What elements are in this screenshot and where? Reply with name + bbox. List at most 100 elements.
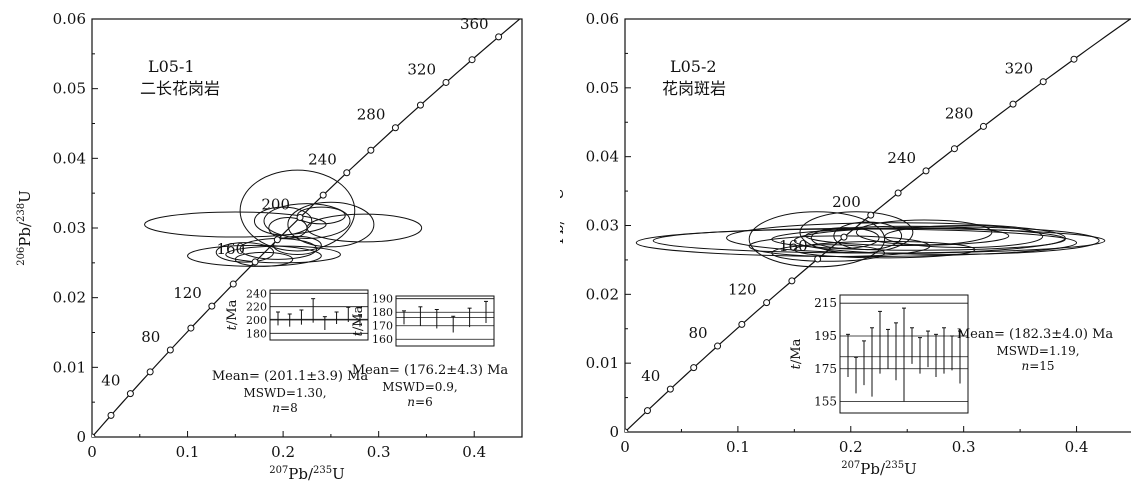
inset-y-label: t/Ma (789, 338, 804, 369)
error-ellipse (273, 235, 322, 255)
concordia-age-label: 280 (945, 104, 974, 122)
y-tick-label: 0.03 (586, 217, 619, 235)
concordia-age-label: 120 (728, 281, 757, 299)
inset-caption-mswd: MSWD=1.30, (243, 386, 326, 400)
concordia-node (126, 390, 134, 398)
concordia-node (690, 364, 698, 372)
rock-type: 二长花岗岩 (140, 79, 220, 98)
concordia-node (666, 385, 674, 393)
error-ellipse (726, 222, 1066, 254)
y-tick-label: 0.04 (586, 148, 619, 166)
error-ellipse (799, 211, 914, 254)
error-ellipse (263, 203, 351, 239)
y-tick-label: 0.05 (53, 80, 86, 98)
inset-tick-label: 155 (814, 395, 837, 409)
concordia-node (391, 124, 399, 132)
concordia-age-label: 240 (308, 151, 337, 169)
error-ellipse (225, 245, 341, 264)
concordia-chart-l05-1: 0 0.1 0.2 0.3 0.4 0 0.01 0.02 0.03 0.04 0.05 0.06 20… (16, 10, 523, 483)
error-ellipse (810, 227, 880, 249)
plot-area (625, 19, 1131, 432)
x-tick-label: 0.4 (462, 443, 486, 461)
inset-caption-mean: Mean= (201.1±3.9) Ma (212, 369, 369, 384)
y-tick-label: 0.02 (53, 289, 86, 307)
y-axis-label: 206Pb/238U (560, 188, 567, 264)
concordia-node (367, 146, 375, 154)
concordia-age-label: 240 (887, 149, 916, 167)
x-tick-label: 0.3 (952, 438, 976, 456)
concordia-node (763, 299, 771, 307)
inset-caption-n: n=8 (272, 401, 297, 415)
y-tick-label: 0.04 (53, 149, 86, 167)
y-tick-label: 0.06 (586, 10, 619, 28)
inset-frame (395, 295, 495, 347)
concordia-node (979, 122, 987, 130)
concordia-node (229, 280, 237, 288)
concordia-node (416, 101, 424, 109)
concordia-age-label: 280 (357, 106, 386, 124)
concordia-node (714, 342, 722, 350)
error-ellipse (253, 206, 313, 236)
concordia-node (468, 56, 476, 64)
x-tick-label: 0.4 (1065, 438, 1089, 456)
error-ellipse (239, 169, 356, 252)
concordia-age-label: 320 (1005, 60, 1034, 78)
x-tick-label: 0.1 (726, 438, 750, 456)
concordia-age-label: 200 (261, 195, 290, 213)
concordia-age-label: 80 (141, 328, 160, 346)
concordia-age-label: 80 (688, 324, 707, 342)
concordia-node (442, 78, 450, 86)
concordia-node (788, 277, 796, 285)
inset-tick-label: 215 (814, 296, 837, 310)
inset-frame (269, 289, 369, 341)
concordia-node (319, 191, 327, 199)
error-ellipse (144, 211, 327, 238)
x-tick-label: 0.2 (839, 438, 863, 456)
x-tick-label: 0.2 (271, 443, 295, 461)
y-tick-label: 0.03 (53, 219, 86, 237)
plot-area (92, 19, 521, 437)
concordia-age-label: 120 (173, 284, 202, 302)
error-ellipse (306, 213, 423, 243)
inset-caption-n: n=6 (407, 395, 432, 409)
concordia-age-label: 40 (101, 372, 120, 390)
sample-id: L05-1 (148, 57, 195, 76)
concordia-node (208, 302, 216, 310)
x-tick-label: 0.3 (367, 443, 391, 461)
concordia-age-label: 320 (407, 60, 436, 78)
inset-caption-mean: Mean= (176.2±4.3) Ma (352, 363, 509, 378)
x-axis-label: 207Pb/235U (269, 465, 345, 483)
inset-tick-label: 220 (246, 301, 267, 314)
error-ellipse (793, 240, 976, 259)
x-tick-label: 0 (620, 438, 630, 456)
y-axis-label: 206Pb/238U (16, 190, 34, 266)
y-tick-label: 0.01 (53, 358, 86, 376)
concordia-node (643, 407, 651, 415)
error-ellipse (771, 244, 886, 262)
concordia-node (922, 167, 930, 175)
error-ellipse (855, 219, 993, 246)
y-tick-label: 0.05 (586, 79, 619, 97)
error-ellipse (833, 221, 903, 251)
concordia-node (814, 255, 822, 263)
concordia-age-label: 40 (641, 367, 660, 385)
error-ellipse (884, 225, 1044, 249)
concordia-node (625, 428, 629, 432)
concordia-age-label: 160 (216, 240, 245, 258)
inset-tick-label: 190 (372, 293, 393, 306)
error-ellipse (748, 211, 886, 268)
concordia-node (894, 189, 902, 197)
error-ellipse (234, 251, 294, 267)
inset-y-label: t/Ma (351, 305, 366, 336)
concordia-chart-l05-2: 0 0.1 0.2 0.3 0.4 0 0.01 0.02 0.03 0.04 0.05 0.06 20… (560, 10, 1131, 478)
concordia-age-label: 160 (779, 237, 808, 255)
inset-tick-label: 240 (246, 287, 267, 300)
inset-tick-label: 180 (372, 306, 393, 319)
concordia-node (343, 169, 351, 177)
y-tick-label: 0 (76, 428, 86, 446)
error-ellipse (287, 201, 375, 248)
concordia-node (251, 258, 259, 266)
inset-tick-label: 180 (246, 327, 267, 340)
concordia-node (187, 324, 195, 332)
